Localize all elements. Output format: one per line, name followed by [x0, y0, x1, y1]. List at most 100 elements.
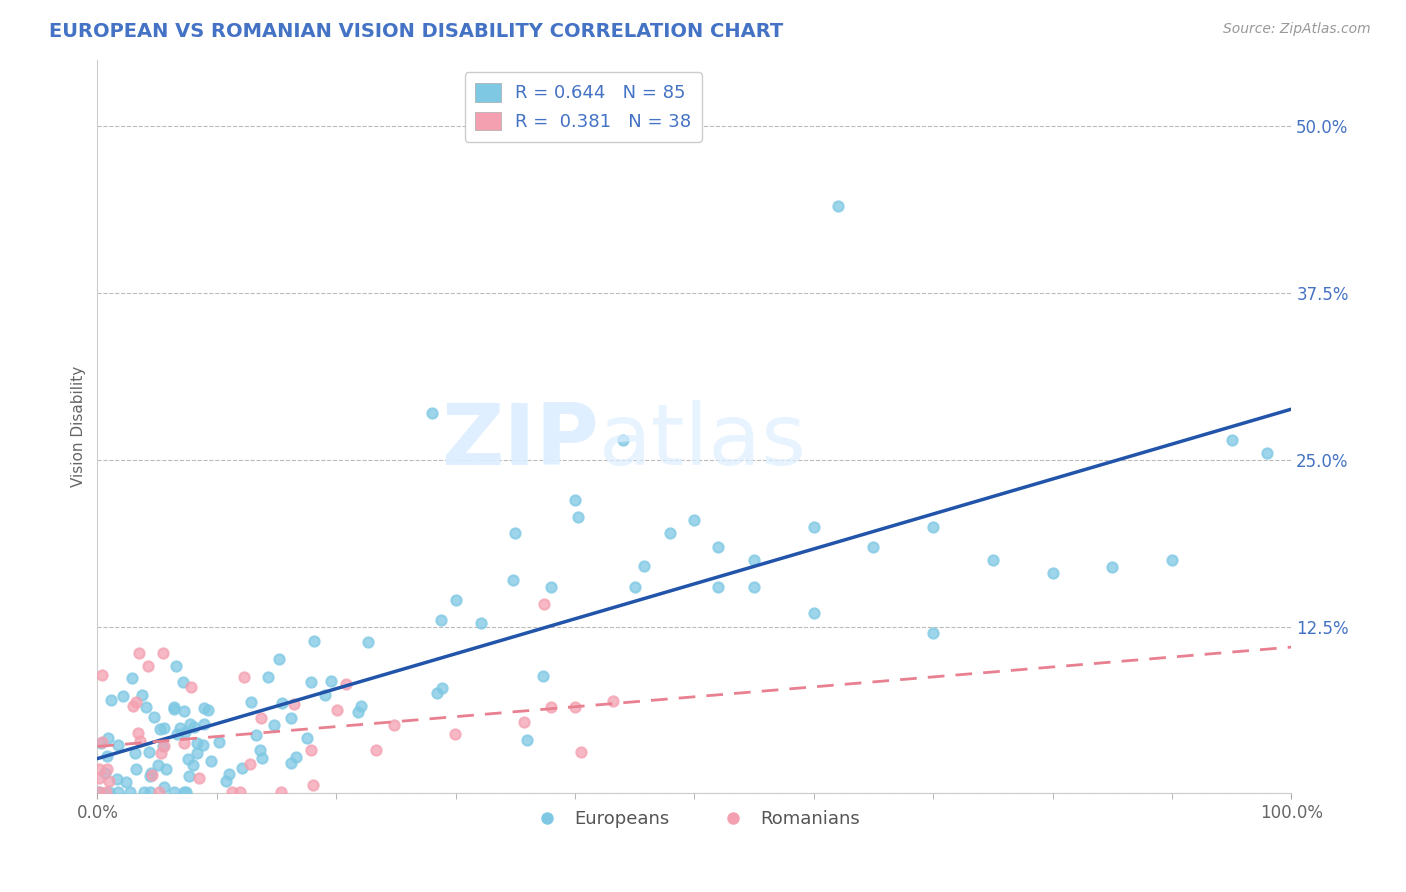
Point: [152, 739, 174, 754]
Point: [742, 580, 765, 594]
Point: [347, 706, 370, 720]
Point: [540, 699, 562, 714]
Point: [430, 613, 453, 627]
Point: [503, 526, 526, 541]
Point: [444, 593, 467, 607]
Point: [269, 651, 291, 665]
Point: [138, 745, 160, 759]
Point: [112, 689, 135, 703]
Point: [1101, 559, 1123, 574]
Point: [516, 733, 538, 747]
Point: [364, 742, 387, 756]
Point: [94, 765, 117, 780]
Point: [602, 694, 624, 708]
Point: [128, 646, 150, 660]
Y-axis label: Vision Disability: Vision Disability: [72, 366, 86, 487]
Point: [1161, 553, 1184, 567]
Point: [155, 762, 177, 776]
Point: [176, 785, 198, 799]
Point: [922, 519, 945, 533]
Point: [163, 785, 186, 799]
Point: [125, 762, 148, 776]
Point: [97, 731, 120, 745]
Point: [152, 780, 174, 795]
Point: [623, 580, 645, 594]
Point: [131, 688, 153, 702]
Point: [922, 626, 945, 640]
Point: [149, 722, 172, 736]
Point: [97, 774, 120, 789]
Point: [250, 751, 273, 765]
Point: [149, 746, 172, 760]
Point: [173, 785, 195, 799]
Point: [141, 768, 163, 782]
Point: [683, 513, 706, 527]
Point: [382, 718, 405, 732]
Point: [229, 785, 252, 799]
Text: EUROPEAN VS ROMANIAN VISION DISABILITY CORRELATION CHART: EUROPEAN VS ROMANIAN VISION DISABILITY C…: [49, 22, 783, 41]
Point: [285, 750, 308, 764]
Point: [533, 597, 555, 611]
Point: [193, 716, 215, 731]
Point: [564, 699, 586, 714]
Point: [426, 686, 449, 700]
Point: [564, 492, 586, 507]
Point: [356, 635, 378, 649]
Point: [502, 573, 524, 587]
Point: [239, 757, 262, 772]
Point: [245, 728, 267, 742]
Text: Source: ZipAtlas.com: Source: ZipAtlas.com: [1223, 22, 1371, 37]
Point: [172, 675, 194, 690]
Point: [91, 667, 114, 681]
Point: [319, 673, 342, 688]
Point: [124, 746, 146, 760]
Point: [173, 736, 195, 750]
Point: [163, 699, 186, 714]
Point: [531, 669, 554, 683]
Point: [803, 519, 825, 533]
Point: [173, 704, 195, 718]
Point: [142, 710, 165, 724]
Point: [87, 785, 110, 799]
Point: [444, 727, 467, 741]
Point: [263, 718, 285, 732]
Point: [200, 754, 222, 768]
Point: [87, 771, 110, 785]
Text: ZIP: ZIP: [441, 400, 599, 483]
Point: [153, 739, 176, 754]
Point: [97, 785, 120, 799]
Point: [430, 681, 453, 695]
Point: [146, 757, 169, 772]
Point: [335, 677, 357, 691]
Point: [163, 702, 186, 716]
Point: [128, 734, 150, 748]
Point: [193, 738, 215, 752]
Point: [87, 785, 110, 799]
Point: [186, 746, 208, 760]
Point: [152, 646, 174, 660]
Point: [135, 700, 157, 714]
Point: [107, 785, 129, 799]
Point: [96, 748, 118, 763]
Point: [141, 765, 163, 780]
Point: [183, 720, 205, 734]
Point: [148, 785, 170, 799]
Point: [94, 785, 117, 799]
Point: [270, 696, 292, 710]
Point: [169, 721, 191, 735]
Legend: Europeans, Romanians: Europeans, Romanians: [522, 803, 866, 836]
Point: [249, 742, 271, 756]
Point: [91, 735, 114, 749]
Point: [299, 675, 322, 690]
Point: [121, 698, 143, 713]
Point: [350, 699, 373, 714]
Point: [231, 761, 253, 775]
Point: [177, 752, 200, 766]
Point: [132, 785, 155, 799]
Point: [981, 553, 1004, 567]
Point: [96, 762, 118, 776]
Point: [179, 717, 201, 731]
Point: [166, 727, 188, 741]
Point: [139, 785, 162, 799]
Point: [197, 703, 219, 717]
